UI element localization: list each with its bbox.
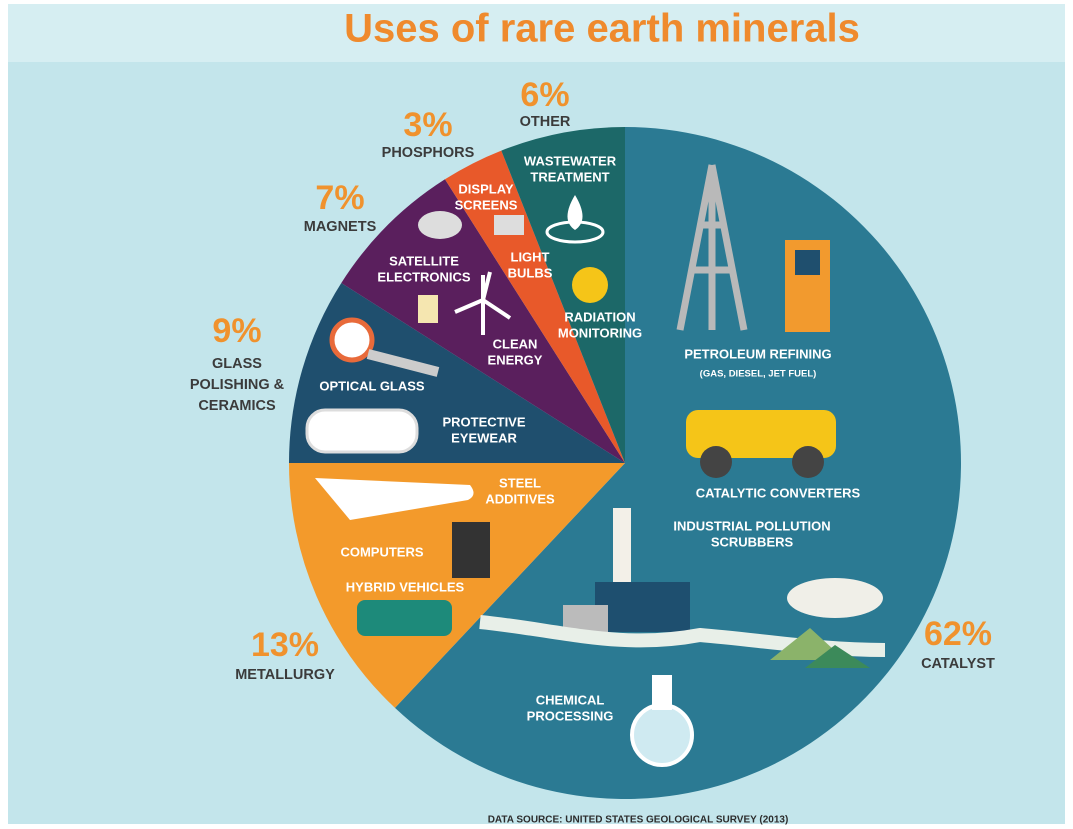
value-label: 13% <box>251 626 319 664</box>
use-label: RADIATION <box>564 309 635 324</box>
use-label: HYBRID VEHICLES <box>346 579 465 594</box>
use-label: MONITORING <box>558 325 642 340</box>
factory-icon <box>595 582 690 632</box>
use-label: ELECTRONICS <box>377 269 471 284</box>
use-label: DISPLAY <box>458 181 513 196</box>
flask-icon <box>632 705 692 765</box>
category-label: METALLURGY <box>235 667 335 683</box>
use-label: LIGHT <box>511 249 550 264</box>
use-label: SCREENS <box>455 197 518 212</box>
laptop-icon <box>494 215 524 235</box>
chart-title: Uses of rare earth minerals <box>344 7 860 51</box>
value-label: 3% <box>403 106 452 144</box>
use-label: PROCESSING <box>527 708 614 723</box>
hybrid-car-icon <box>357 600 452 636</box>
pump-screen <box>795 250 820 275</box>
value-label: 7% <box>315 179 364 217</box>
computer-icon <box>452 522 490 578</box>
calculator-icon <box>418 295 438 323</box>
use-label: EYEWEAR <box>451 430 517 445</box>
category-label: CATALYST <box>921 656 995 672</box>
use-label: TREATMENT <box>530 169 609 184</box>
category-label: OTHER <box>520 114 571 130</box>
use-label: STEEL <box>499 475 541 490</box>
category-label: PHOSPHORS <box>382 145 475 161</box>
use-label: ADDITIVES <box>485 491 555 506</box>
use-label: (GAS, DIESEL, JET FUEL) <box>700 369 817 380</box>
use-label: COMPUTERS <box>340 544 423 559</box>
infographic: Uses of rare earth minerals 62% CATALYST 1… <box>0 0 1073 829</box>
use-label: PROTECTIVE <box>442 414 525 429</box>
radiation-icon <box>572 267 608 303</box>
cloud-icon <box>787 578 883 618</box>
wheel <box>792 446 824 478</box>
use-label: ENERGY <box>488 352 543 367</box>
use-label: CLEAN <box>493 336 538 351</box>
use-label: BULBS <box>508 265 553 280</box>
flask-neck <box>652 675 672 710</box>
magnifier-icon <box>332 320 372 360</box>
source-note: DATA SOURCE: UNITED STATES GEOLOGICAL SU… <box>488 815 789 826</box>
use-label: OPTICAL GLASS <box>319 378 425 393</box>
chimney-icon <box>613 508 631 588</box>
use-label: SATELLITE <box>389 253 459 268</box>
use-label: WASTEWATER <box>524 153 617 168</box>
use-label: SCRUBBERS <box>711 534 794 549</box>
value-label: 9% <box>212 312 261 350</box>
goggles-icon <box>307 410 417 452</box>
dish-icon <box>418 211 462 239</box>
use-label: CHEMICAL <box>536 692 605 707</box>
pie <box>289 127 961 799</box>
wheel <box>700 446 732 478</box>
value-label: 6% <box>520 76 569 114</box>
use-label: INDUSTRIAL POLLUTION <box>673 518 830 533</box>
value-label: 62% <box>924 615 992 653</box>
use-label: PETROLEUM REFINING <box>684 346 831 361</box>
use-label: CATALYTIC CONVERTERS <box>696 485 861 500</box>
category-label: MAGNETS <box>304 219 377 235</box>
